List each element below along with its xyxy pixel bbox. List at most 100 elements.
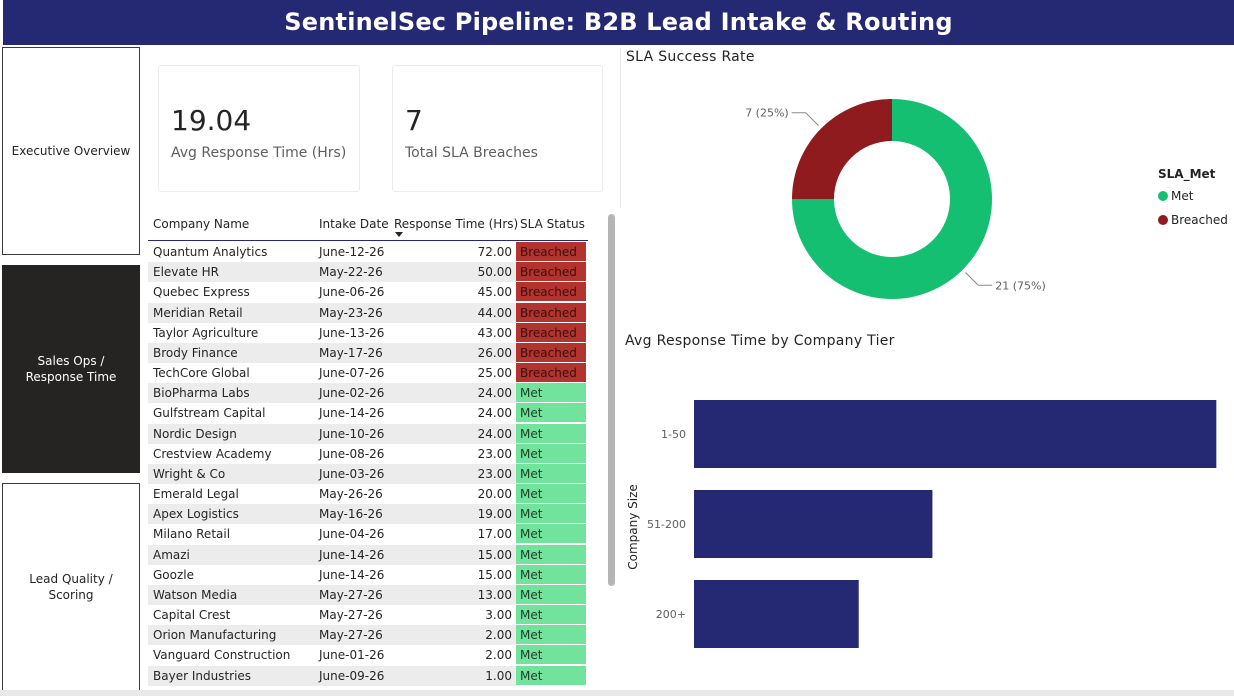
table-row[interactable]: Orion Manufacturing May-27-26 2.00 Met <box>148 625 586 646</box>
table-row[interactable]: Capital Crest May-27-26 3.00 Met <box>148 605 586 626</box>
nav-lead-quality-scoring[interactable]: Lead Quality / Scoring <box>2 483 140 691</box>
table-row[interactable]: BioPharma Labs June-02-26 24.00 Met <box>148 383 586 404</box>
table-row[interactable]: TechCore Global June-07-26 25.00 Breached <box>148 363 586 384</box>
sla-status-cell: Met <box>516 544 586 565</box>
response-time-cell: 24.00 <box>477 426 512 441</box>
company-name-cell: Goozle <box>153 567 194 582</box>
bar-category-label: 51-200 <box>647 518 686 531</box>
table-scrollbar[interactable] <box>608 214 615 586</box>
company-name-cell: Taylor Agriculture <box>153 325 259 340</box>
bar-200+[interactable] <box>694 580 859 648</box>
response-time-cell: 2.00 <box>485 648 512 663</box>
response-time-cell: 23.00 <box>477 466 512 481</box>
legend-item-met[interactable]: Met <box>1158 189 1193 203</box>
donut-leader-line <box>965 272 993 286</box>
sla-status-cell: Met <box>516 584 586 605</box>
company-name-cell: Meridian Retail <box>153 305 243 320</box>
company-name-cell: TechCore Global <box>153 366 250 381</box>
table-row[interactable]: Brody Finance May-17-26 26.00 Breached <box>148 342 586 364</box>
legend-item-breached[interactable]: Breached <box>1158 213 1228 227</box>
response-time-cell: 24.00 <box>477 406 512 421</box>
kpi-card-avg-response: 19.04 Avg Response Time (Hrs) <box>158 65 360 192</box>
table-row[interactable]: Taylor Agriculture June-13-26 43.00 Breache… <box>148 322 586 343</box>
intake-date-cell: June-04-26 <box>319 527 385 542</box>
legend-dot-breached <box>1158 215 1168 225</box>
sla-status-cell: Breached <box>516 262 586 283</box>
company-name-cell: Nordic Design <box>153 426 237 441</box>
table-row[interactable]: Crestview Academy June-08-26 23.00 Met <box>148 443 586 464</box>
table-row[interactable]: Wright & Co June-03-26 23.00 Met <box>148 463 586 485</box>
table-row[interactable]: Emerald Legal May-26-26 20.00 Met <box>148 484 586 505</box>
nav-sales-ops-response-time[interactable]: Sales Ops / Response Time <box>2 265 140 473</box>
intake-date-cell: May-27-26 <box>319 608 383 623</box>
sort-descending-icon[interactable] <box>395 232 403 237</box>
table-body: Quantum Analytics June-12-26 72.00 Breached… <box>148 242 586 686</box>
column-header-sla-status[interactable]: SLA Status <box>520 217 585 231</box>
sla-status-cell: Breached <box>516 302 586 323</box>
company-name-cell: Wright & Co <box>153 466 226 481</box>
company-name-cell: Quebec Express <box>153 285 250 300</box>
kpi-label: Avg Response Time (Hrs) <box>171 145 347 161</box>
donut-slice-breached[interactable] <box>792 99 892 199</box>
sla-status-cell: Met <box>516 383 586 404</box>
intake-date-cell: June-12-26 <box>319 245 385 259</box>
company-name-cell: Capital Crest <box>153 608 231 623</box>
table-row[interactable]: Milano Retail June-04-26 17.00 Met <box>148 524 586 545</box>
table-row[interactable]: Quantum Analytics June-12-26 72.00 Breached <box>148 242 586 262</box>
intake-date-cell: June-10-26 <box>319 426 385 441</box>
table-row[interactable]: Meridian Retail May-23-26 44.00 Breached <box>148 302 586 323</box>
company-name-cell: Brody Finance <box>153 345 238 360</box>
response-time-cell: 17.00 <box>477 527 512 542</box>
nav-executive-overview[interactable]: Executive Overview <box>2 47 140 255</box>
table-row[interactable]: Gulfstream Capital June-14-26 24.00 Met <box>148 403 586 424</box>
company-name-cell: BioPharma Labs <box>153 386 250 401</box>
intake-date-cell: June-14-26 <box>319 406 385 421</box>
donut-slice-met[interactable] <box>792 99 992 299</box>
response-time-cell: 20.00 <box>477 487 512 502</box>
sla-status-cell: Breached <box>516 342 586 363</box>
legend-label: Met <box>1171 189 1194 203</box>
bar-category-label: 200+ <box>656 608 686 621</box>
table-row[interactable]: Goozle June-14-26 15.00 Met <box>148 564 586 585</box>
sla-status-cell: Met <box>516 524 586 545</box>
response-time-cell: 72.00 <box>477 245 512 259</box>
legend-title: SLA_Met <box>1158 167 1216 181</box>
bottom-scroll-track <box>0 690 1234 696</box>
sla-status-cell: Met <box>516 504 586 525</box>
donut-leader-line <box>791 112 819 126</box>
column-header-response-time[interactable]: Response Time (Hrs) <box>394 217 519 231</box>
table-row[interactable]: Quebec Express June-06-26 45.00 Breached <box>148 282 586 303</box>
table-row[interactable]: Nordic Design June-10-26 24.00 Met <box>148 423 586 444</box>
intake-date-cell: June-03-26 <box>319 466 385 481</box>
divider <box>620 48 621 208</box>
intake-date-cell: June-08-26 <box>319 446 385 461</box>
intake-date-cell: May-26-26 <box>319 487 383 502</box>
intake-date-cell: June-02-26 <box>319 386 385 401</box>
response-time-cell: 50.00 <box>477 265 512 280</box>
kpi-value: 19.04 <box>171 104 252 137</box>
company-name-cell: Elevate HR <box>153 265 220 280</box>
table-row[interactable]: Apex Logistics May-16-26 19.00 Met <box>148 504 586 525</box>
intake-date-cell: June-06-26 <box>319 285 385 300</box>
y-axis-title: Company Size <box>626 484 640 570</box>
table-row[interactable]: Watson Media May-27-26 13.00 Met <box>148 584 586 606</box>
response-time-cell: 2.00 <box>485 628 512 643</box>
company-name-cell: Amazi <box>153 547 190 562</box>
table-row[interactable]: Vanguard Construction June-01-26 2.00 Met <box>148 645 586 666</box>
intake-date-cell: May-27-26 <box>319 628 383 643</box>
company-name-cell: Milano Retail <box>153 527 231 542</box>
column-header-company[interactable]: Company Name <box>153 217 250 231</box>
bar-51-200[interactable] <box>694 490 933 558</box>
sla-status-cell: Met <box>516 484 586 505</box>
bar-1-50[interactable] <box>694 400 1217 468</box>
column-header-intake-date[interactable]: Intake Date <box>319 217 389 231</box>
table-row[interactable]: Elevate HR May-22-26 50.00 Breached <box>148 262 586 283</box>
response-time-cell: 43.00 <box>477 325 512 340</box>
sla-status-cell: Met <box>516 665 586 686</box>
company-name-cell: Crestview Academy <box>153 446 272 461</box>
donut-data-label: 21 (75%) <box>995 279 1046 292</box>
table-row[interactable]: Bayer Industries June-09-26 1.00 Met <box>148 665 586 686</box>
intake-date-cell: May-16-26 <box>319 507 383 522</box>
table-row[interactable]: Amazi June-14-26 15.00 Met <box>148 544 586 565</box>
kpi-card-sla-breaches: 7 Total SLA Breaches <box>392 65 603 192</box>
